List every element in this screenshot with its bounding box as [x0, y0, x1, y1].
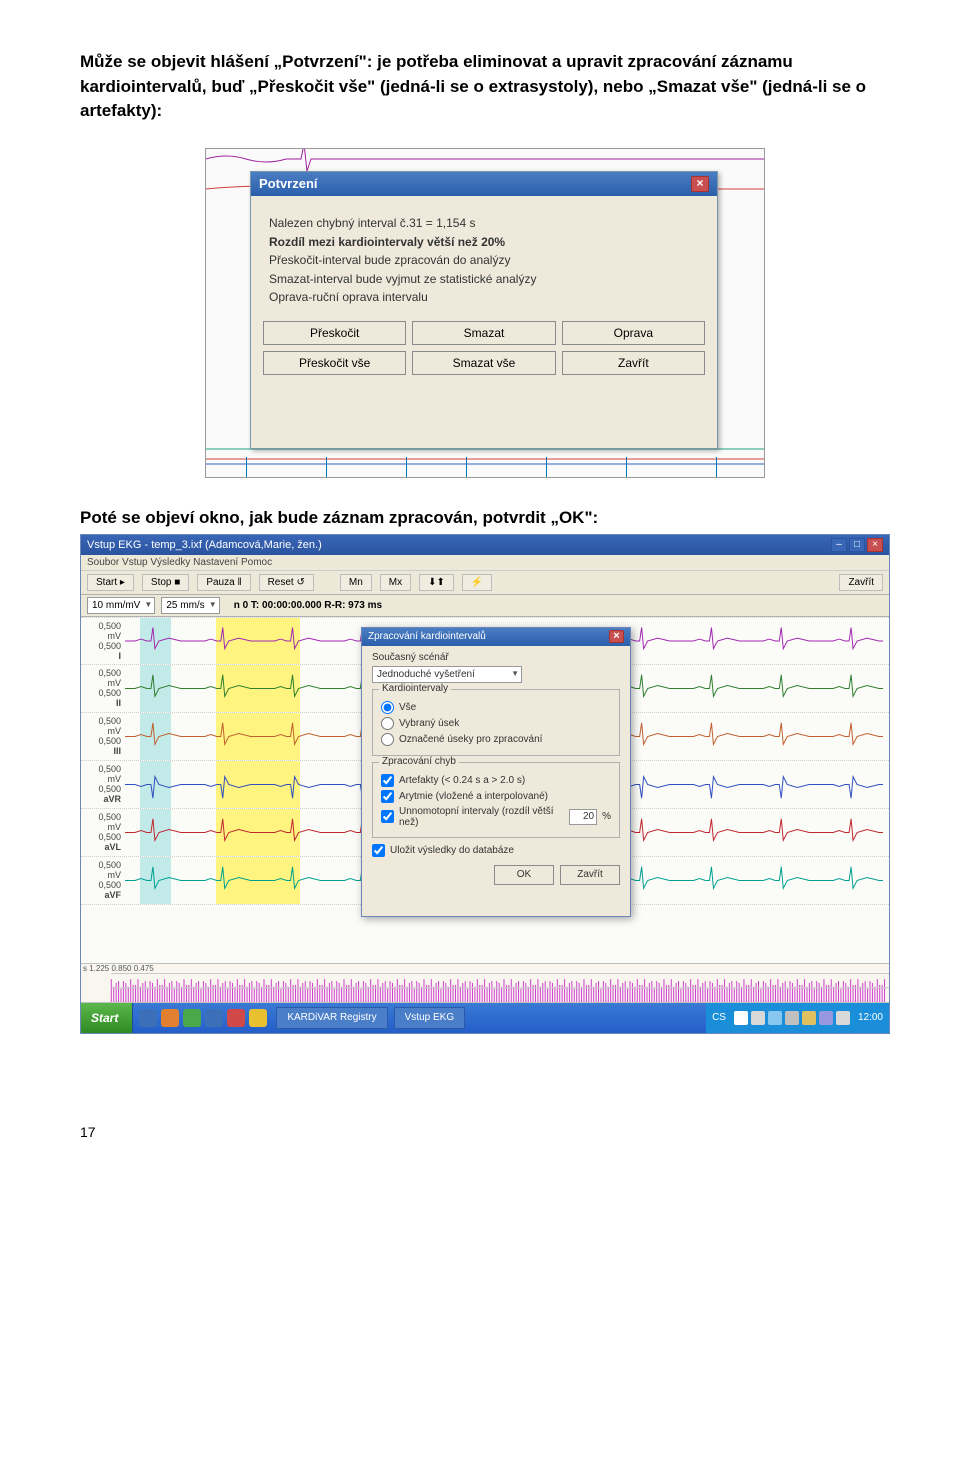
maximize-icon[interactable]: □: [849, 538, 865, 552]
icon-button-1[interactable]: ⬇⬆: [419, 574, 454, 591]
quicklaunch-icon-2[interactable]: [183, 1009, 201, 1027]
oprava-button[interactable]: Oprava: [562, 321, 705, 345]
minimize-icon[interactable]: –: [831, 538, 847, 552]
tray-icon-2[interactable]: [768, 1011, 782, 1025]
dialog1-line3: Přeskočit-interval bude zpracován do ana…: [269, 251, 699, 270]
confirmation-dialog: Potvrzení × Nalezen chybný interval č.31…: [250, 171, 718, 449]
dialog1-line5: Oprava-ruční oprava intervalu: [269, 288, 699, 307]
task-item-vstup-ekg[interactable]: Vstup EKG: [394, 1007, 465, 1029]
ecg-label: 0,500mV0,500aVR: [83, 765, 121, 805]
overview-labels: s 1.225 0.850 0.475: [83, 964, 154, 974]
pct-input[interactable]: 20: [569, 809, 597, 825]
ekg-window: Vstup EKG - temp_3.ixf (Adamcová,Marie, …: [80, 534, 890, 1034]
ecg-label: 0,500mV0,500II: [83, 669, 121, 709]
tray-icon-6[interactable]: [836, 1011, 850, 1025]
pct-symbol: %: [602, 811, 611, 822]
dialog1-line2: Rozdíl mezi kardiointervaly větší než 20…: [269, 233, 699, 252]
radio-usek[interactable]: Vybraný úsek: [381, 717, 611, 730]
check-arytmie[interactable]: Arytmie (vložené a interpolované): [381, 790, 611, 803]
toolbar-2: 10 mm/mV 25 mm/s n 0 T: 00:00:00.000 R-R…: [81, 595, 889, 617]
intro-text: Může se objevit hlášení „Potvrzení": je …: [80, 50, 890, 124]
dialog1-line4: Smazat-interval bude vyjmut ze statistic…: [269, 270, 699, 289]
window-titlebar: Vstup EKG - temp_3.ixf (Adamcová,Marie, …: [81, 535, 889, 555]
zavrit-button[interactable]: Zavřít: [562, 351, 705, 375]
quicklaunch-icon-4[interactable]: [227, 1009, 245, 1027]
check-artefakty[interactable]: Artefakty (< 0.24 s a > 2.0 s): [381, 774, 611, 787]
ecg-label: 0,500mV0,500I: [83, 622, 121, 662]
pauza-button[interactable]: Pauza ‖: [197, 574, 250, 591]
preskocit-vse-button[interactable]: Přeskočit vše: [263, 351, 406, 375]
ecg-label: 0,500mV0,500aVF: [83, 861, 121, 901]
icon-button-2[interactable]: ⚡: [462, 574, 492, 591]
scenario-select[interactable]: Jednoduché vyšetření: [372, 666, 522, 683]
page-number: 17: [80, 1124, 890, 1140]
toolbar-1: Start ▸ Stop ■ Pauza ‖ Reset ↺ Mn Mx ⬇⬆ …: [81, 571, 889, 595]
quicklaunch-icon-1[interactable]: [161, 1009, 179, 1027]
dialog1-titlebar: Potvrzení ×: [251, 172, 717, 196]
preskocit-button[interactable]: Přeskočit: [263, 321, 406, 345]
scale-voltage-select[interactable]: 10 mm/mV: [87, 597, 155, 614]
dialog1-area: Potvrzení × Nalezen chybný interval č.31…: [205, 148, 765, 478]
quicklaunch-icon-3[interactable]: [205, 1009, 223, 1027]
unnomo-label: Unnomotopní intervaly (rozdíl větší než): [399, 806, 564, 828]
close-icon[interactable]: ×: [867, 538, 883, 552]
scenario-label: Současný scénář: [372, 652, 620, 663]
overview-strip: s 1.225 0.850 0.475: [81, 963, 889, 1003]
status-text: n 0 T: 00:00:00.000 R-R: 973 ms: [234, 600, 382, 611]
tray-icon-4[interactable]: [802, 1011, 816, 1025]
clock: 12:00: [858, 1012, 883, 1023]
start-button[interactable]: Start ▸: [87, 574, 134, 591]
tray-icon-3[interactable]: [785, 1011, 799, 1025]
scale-speed-select[interactable]: 25 mm/s: [161, 597, 219, 614]
task-item-kardivar[interactable]: KARDiVAR Registry: [276, 1007, 387, 1029]
radio-vse[interactable]: Vše: [381, 701, 611, 714]
kardio-group-title: Kardiointervaly: [379, 683, 451, 694]
zavrit-toolbar-button[interactable]: Zavřít: [839, 574, 883, 591]
check-unnomo[interactable]: [381, 810, 394, 823]
ecg-label: 0,500mV0,500III: [83, 717, 121, 757]
processing-dialog: Zpracování kardiointervalů × Současný sc…: [361, 627, 631, 917]
ecg-label: 0,500mV0,500aVL: [83, 813, 121, 853]
smazat-vse-button[interactable]: Smazat vše: [412, 351, 555, 375]
taskbar: Start KARDiVAR Registry Vstup EKG CS 12:…: [81, 1003, 889, 1033]
tray-icon-0[interactable]: [734, 1011, 748, 1025]
close-icon[interactable]: ×: [609, 630, 624, 643]
tray-icon-1[interactable]: [751, 1011, 765, 1025]
processing-dialog-title: Zpracování kardiointervalů: [368, 631, 486, 642]
dialog1-line1: Nalezen chybný interval č.31 = 1,154 s: [269, 214, 699, 233]
after-text: Poté se objeví okno, jak bude záznam zpr…: [80, 508, 890, 528]
lang-indicator[interactable]: CS: [712, 1012, 726, 1023]
close-icon[interactable]: ×: [691, 176, 709, 192]
system-tray: CS 12:00: [706, 1003, 889, 1033]
radio-oznacene[interactable]: Označené úseky pro zpracování: [381, 733, 611, 746]
ok-button[interactable]: OK: [494, 865, 554, 885]
check-ulozit[interactable]: Uložit výsledky do databáze: [372, 844, 620, 857]
zavrit-dialog-button[interactable]: Zavřít: [560, 865, 620, 885]
chyb-group-title: Zpracování chyb: [379, 756, 459, 767]
smazat-button[interactable]: Smazat: [412, 321, 555, 345]
quicklaunch-icon-0[interactable]: [139, 1009, 157, 1027]
quicklaunch-icon-5[interactable]: [249, 1009, 267, 1027]
menu-bar[interactable]: Soubor Vstup Výsledky Nastavení Pomoc: [81, 555, 889, 571]
mx-button[interactable]: Mx: [380, 574, 411, 591]
dialog1-title-text: Potvrzení: [259, 176, 318, 191]
reset-button[interactable]: Reset ↺: [259, 574, 314, 591]
mn-button[interactable]: Mn: [340, 574, 372, 591]
stop-button[interactable]: Stop ■: [142, 574, 189, 591]
start-button[interactable]: Start: [81, 1003, 133, 1033]
tray-icon-5[interactable]: [819, 1011, 833, 1025]
window-title-text: Vstup EKG - temp_3.ixf (Adamcová,Marie, …: [87, 539, 322, 551]
